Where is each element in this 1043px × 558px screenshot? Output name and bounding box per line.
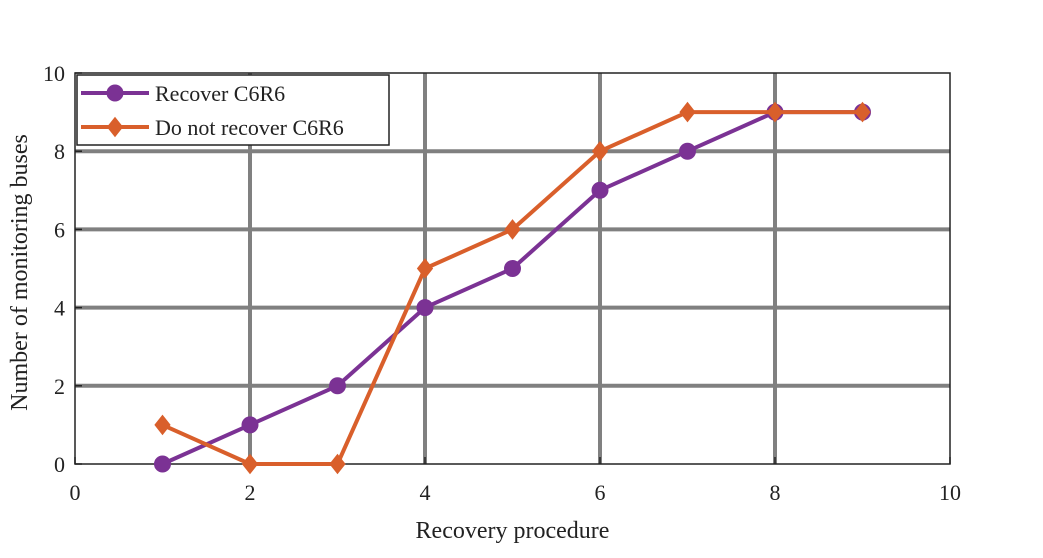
data-point <box>504 260 521 277</box>
series-line <box>161 110 863 466</box>
legend-swatch-marker <box>106 84 124 102</box>
y-tick-label: 8 <box>54 139 65 164</box>
data-point <box>591 181 609 199</box>
data-point <box>329 377 346 395</box>
data-point <box>154 414 171 436</box>
y-tick-label: 0 <box>54 452 65 477</box>
data-point <box>679 142 696 160</box>
legend: Recover C6R6 Do not recover C6R6 <box>76 74 390 146</box>
x-axis-label: Recovery procedure <box>416 518 610 544</box>
x-tick-label: 2 <box>245 480 256 505</box>
legend-box <box>76 74 390 146</box>
data-point <box>241 453 259 475</box>
data-point <box>329 453 346 475</box>
y-tick-label: 6 <box>54 217 65 242</box>
x-tick-label: 6 <box>595 480 606 505</box>
legend-swatch-marker <box>106 116 124 138</box>
legend-label: Do not recover C6R6 <box>155 115 344 140</box>
y-axis-label: Number of monitoring buses <box>7 134 33 411</box>
x-tick-label: 4 <box>420 480 431 505</box>
data-point <box>154 455 171 473</box>
x-tick-label: 8 <box>770 480 781 505</box>
data-point <box>679 101 696 123</box>
data-point <box>591 140 609 162</box>
data-point <box>241 416 259 434</box>
data-point <box>416 299 434 317</box>
series-line <box>161 110 863 466</box>
y-tick-label: 2 <box>54 374 65 399</box>
y-tick-label: 10 <box>43 61 65 86</box>
y-tick-label: 4 <box>54 296 65 321</box>
plot-frame <box>74 72 951 465</box>
axis-ticks: 0 2 4 6 8 10 0 2 4 6 8 10 <box>43 61 961 505</box>
data-point <box>854 101 871 123</box>
x-tick-label: 0 <box>70 480 81 505</box>
data-point <box>504 219 521 240</box>
legend-label: Recover C6R6 <box>155 81 285 106</box>
data-point <box>766 101 784 123</box>
series-2 <box>154 101 871 475</box>
series-group <box>154 101 871 475</box>
x-tick-label: 10 <box>939 480 961 505</box>
series-1 <box>154 103 871 473</box>
data-point <box>416 258 434 279</box>
